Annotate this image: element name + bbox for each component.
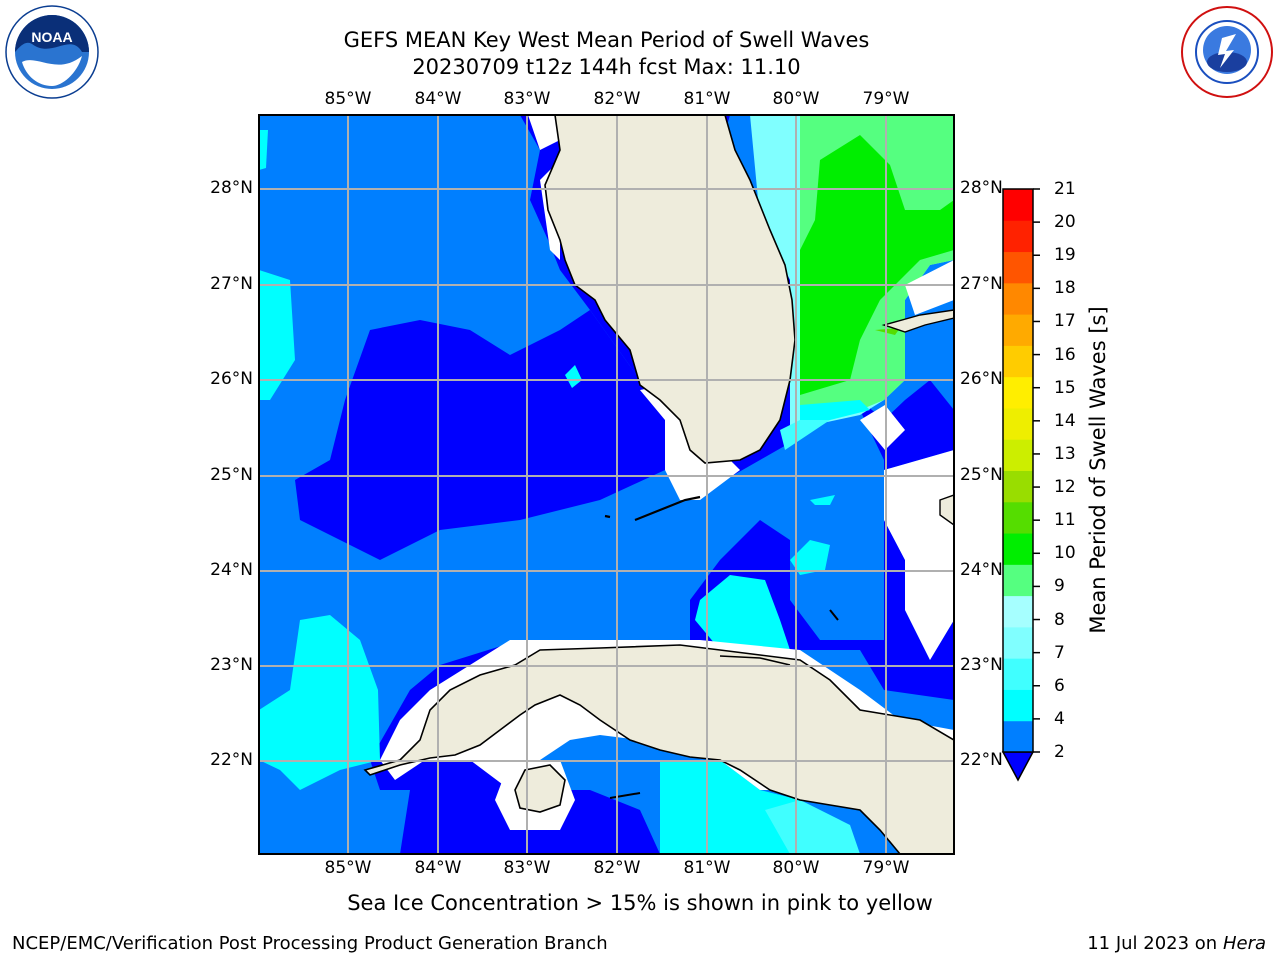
svg-text:NOAA: NOAA bbox=[31, 29, 72, 45]
colorbar-swatch bbox=[1003, 470, 1033, 503]
lat-label-right: 22°N bbox=[960, 750, 1003, 770]
colorbar-swatch bbox=[1003, 345, 1033, 378]
noaa-logo: NOAA bbox=[5, 5, 99, 99]
colorbar-tick-label: 2 bbox=[1054, 742, 1065, 762]
colorbar-tick-label: 7 bbox=[1054, 642, 1065, 663]
sea-ice-caption: Sea Ice Concentration > 15% is shown in … bbox=[347, 891, 933, 915]
colorbar-tick-label: 6 bbox=[1054, 675, 1065, 696]
colorbar-tick-label: 12 bbox=[1054, 477, 1076, 498]
map-subtitle: 20230709 t12z 144h fcst Max: 11.10 bbox=[412, 55, 801, 79]
colorbar-tick-label: 13 bbox=[1054, 443, 1076, 464]
footer-date-text: 11 Jul 2023 on bbox=[1087, 933, 1223, 954]
colorbar-swatch bbox=[1003, 595, 1033, 628]
lat-label-right: 23°N bbox=[960, 655, 1003, 675]
lon-label-top: 80°W bbox=[772, 89, 820, 109]
lat-label-right: 26°N bbox=[960, 369, 1003, 389]
colorbar-swatch bbox=[1003, 251, 1033, 284]
lon-label-bottom: 80°W bbox=[772, 858, 820, 878]
lat-label-left: 26°N bbox=[210, 369, 253, 389]
colorbar-title: Mean Period of Swell Waves [s] bbox=[1086, 306, 1110, 634]
colorbar-tick-label: 18 bbox=[1054, 278, 1076, 299]
footer-host: Hera bbox=[1222, 933, 1266, 954]
cuba-land bbox=[363, 644, 954, 854]
colorbar-swatch bbox=[1003, 376, 1033, 409]
map-gridlines bbox=[259, 115, 954, 854]
footer-date: 11 Jul 2023 on Hera bbox=[1087, 933, 1266, 954]
colorbar-tick-label: 14 bbox=[1054, 410, 1076, 431]
colorbar-extend-triangle bbox=[1001, 751, 1035, 782]
lon-label-top: 81°W bbox=[683, 89, 731, 109]
florida-land bbox=[544, 115, 796, 464]
lon-label-bottom: 85°W bbox=[324, 858, 372, 878]
colorbar-tick-label: 20 bbox=[1054, 212, 1076, 233]
lon-label-bottom: 84°W bbox=[414, 858, 462, 878]
lat-label-left: 28°N bbox=[210, 178, 253, 198]
lon-label-top: 83°W bbox=[503, 89, 551, 109]
lon-label-bottom: 82°W bbox=[593, 858, 641, 878]
lon-label-top: 82°W bbox=[593, 89, 641, 109]
lat-label-right: 25°N bbox=[960, 465, 1003, 485]
lat-label-right: 24°N bbox=[960, 560, 1003, 580]
lon-label-top: 79°W bbox=[862, 89, 910, 109]
colorbar-tick-label: 16 bbox=[1054, 344, 1076, 365]
colorbar-swatch bbox=[1003, 220, 1033, 253]
colorbar-swatch bbox=[1003, 314, 1033, 346]
map-title: GEFS MEAN Key West Mean Period of Swell … bbox=[343, 28, 870, 52]
lon-label-top: 84°W bbox=[414, 89, 462, 109]
lat-label-left: 23°N bbox=[210, 655, 253, 675]
colorbar-tick-label: 8 bbox=[1054, 609, 1065, 630]
colorbar-swatch bbox=[1003, 533, 1033, 565]
lat-label-left: 22°N bbox=[210, 750, 253, 770]
lon-label-bottom: 81°W bbox=[683, 858, 731, 878]
colorbar-tick-label: 21 bbox=[1054, 179, 1076, 199]
colorbar-swatch bbox=[1003, 501, 1033, 534]
lat-label-left: 25°N bbox=[210, 465, 253, 485]
colorbar-swatch bbox=[1003, 282, 1033, 315]
colorbar-swatch bbox=[1003, 720, 1033, 753]
colorbar-tick-label: 11 bbox=[1054, 510, 1076, 531]
colorbar-swatch bbox=[1003, 689, 1033, 722]
colorbar-tick-label: 15 bbox=[1054, 377, 1076, 398]
colorbar-tick-label: 4 bbox=[1054, 708, 1065, 729]
colorbar-swatch bbox=[1003, 189, 1033, 221]
colorbar-swatch bbox=[1003, 564, 1033, 597]
colorbar-swatch bbox=[1003, 407, 1033, 440]
lat-label-left: 24°N bbox=[210, 560, 253, 580]
footer-credit: NCEP/EMC/Verification Post Processing Pr… bbox=[12, 933, 608, 954]
lon-label-bottom: 79°W bbox=[862, 858, 910, 878]
lat-label-right: 28°N bbox=[960, 178, 1003, 198]
colorbar-swatch bbox=[1003, 626, 1033, 659]
lon-label-top: 85°W bbox=[324, 89, 372, 109]
lon-label-bottom: 83°W bbox=[503, 858, 551, 878]
colorbar-tick-label: 17 bbox=[1054, 311, 1076, 332]
colorbar-tick-label: 19 bbox=[1054, 245, 1076, 266]
colorbar-swatch bbox=[1003, 658, 1033, 690]
colorbar-swatch bbox=[1003, 439, 1033, 471]
map-frame bbox=[258, 114, 955, 855]
national-weather-service-logo bbox=[1181, 6, 1273, 98]
colorbar-frame bbox=[1002, 188, 1034, 753]
lat-label-left: 27°N bbox=[210, 274, 253, 294]
colorbar bbox=[1001, 188, 1040, 782]
colorbar-tick-label: 9 bbox=[1054, 576, 1065, 597]
lat-label-right: 27°N bbox=[960, 274, 1003, 294]
colorbar-tick-label: 10 bbox=[1054, 543, 1076, 564]
